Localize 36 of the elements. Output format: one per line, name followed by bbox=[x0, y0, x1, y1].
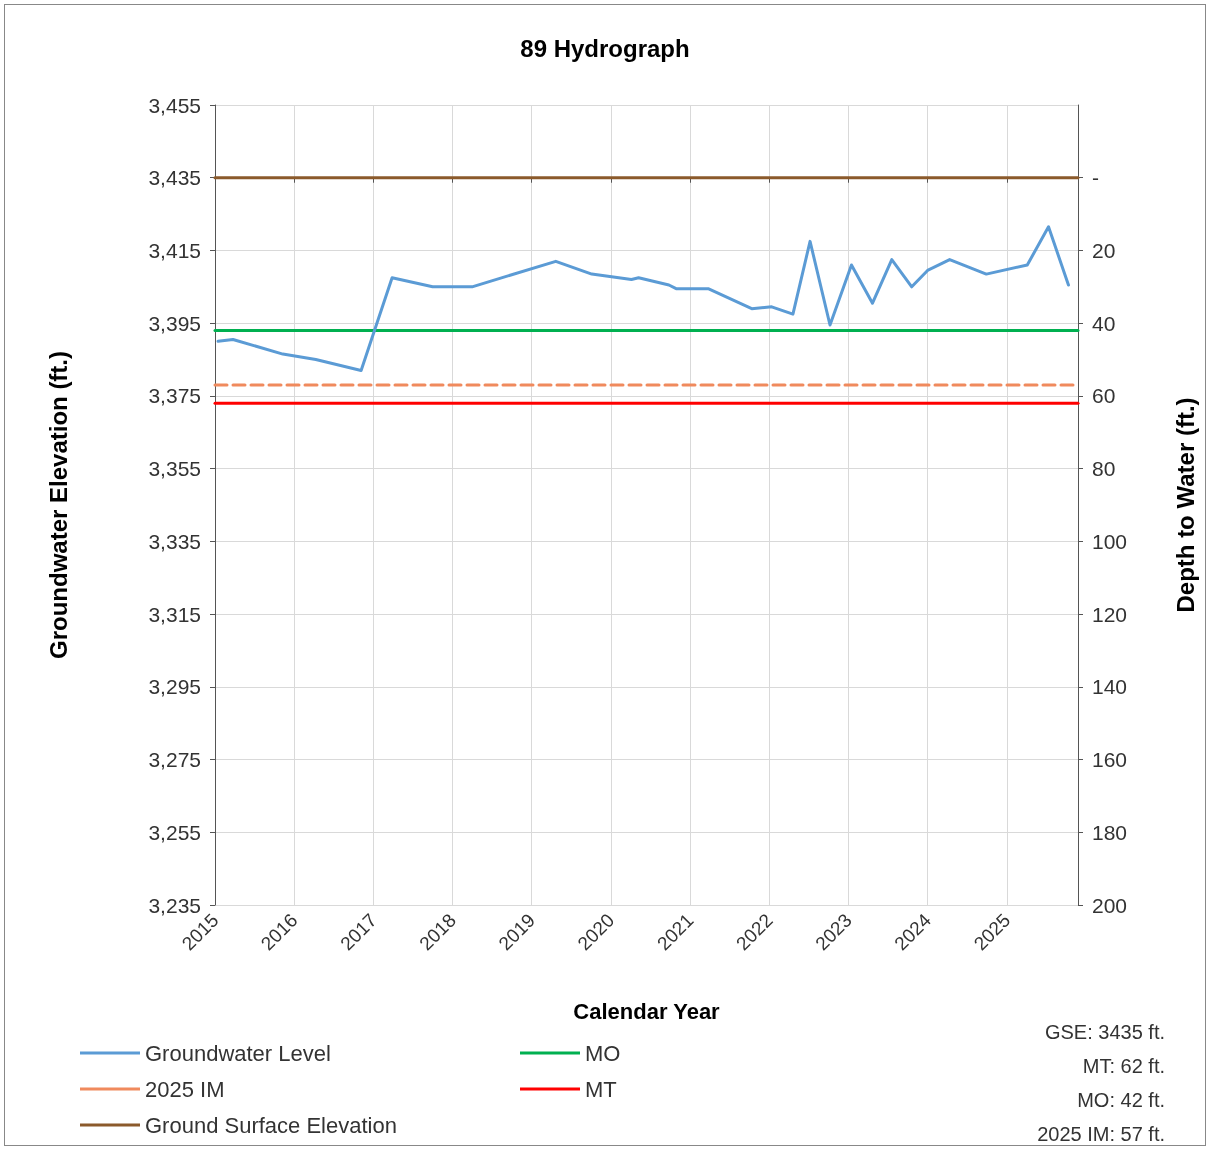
x-axis-title: Calendar Year bbox=[573, 998, 721, 1024]
y-tick-label: 3,395 bbox=[148, 311, 201, 335]
y-tick-label: 3,435 bbox=[148, 166, 201, 190]
y-tick-label: 3,355 bbox=[148, 457, 201, 481]
y2-tick-label: 60 bbox=[1092, 384, 1116, 408]
y2-tick-label: 20 bbox=[1092, 238, 1116, 262]
legend-label: 2025 IM bbox=[145, 1076, 225, 1102]
text: 2025 IM: 57 ft. bbox=[1037, 1122, 1165, 1147]
chart-title: 89 Hydrograph bbox=[520, 34, 690, 62]
y2-tick-label: 100 bbox=[1092, 529, 1128, 553]
y-tick-label: 3,335 bbox=[148, 529, 201, 553]
text: MO: 42 ft. bbox=[1076, 1088, 1165, 1113]
y2-tick-label: - bbox=[1092, 166, 1099, 190]
text: MT: 62 ft. bbox=[1081, 1054, 1165, 1079]
y-tick-label: 3,415 bbox=[148, 238, 201, 262]
y-axis-title: Groundwater Elevation (ft.) bbox=[44, 350, 72, 660]
y-tick-label: 3,295 bbox=[148, 675, 201, 699]
y2-tick-label: 160 bbox=[1092, 748, 1128, 772]
y-tick-label: 3,375 bbox=[148, 384, 201, 408]
y-tick-label: 3,255 bbox=[148, 820, 201, 844]
y2-tick-label: 180 bbox=[1092, 820, 1128, 844]
legend-label: Ground Surface Elevation bbox=[145, 1112, 397, 1138]
y-tick-label: 3,455 bbox=[148, 93, 201, 117]
y2-tick-label: 80 bbox=[1092, 457, 1116, 481]
legend-label: MT bbox=[585, 1076, 617, 1102]
y-tick-label: 3,315 bbox=[148, 602, 201, 626]
legend-label: MO bbox=[585, 1040, 621, 1066]
y2-tick-label: 140 bbox=[1092, 675, 1128, 699]
y2-tick-label: 200 bbox=[1092, 893, 1128, 917]
y2-tick-label: 120 bbox=[1092, 602, 1128, 626]
y2-axis-title: Depth to Water (ft.) bbox=[1171, 397, 1199, 613]
y-tick-label: 3,275 bbox=[148, 748, 201, 772]
line-series bbox=[216, 225, 1070, 372]
y2-tick-label: 40 bbox=[1092, 311, 1116, 335]
text: GSE: 3435 ft. bbox=[1043, 1020, 1165, 1045]
legend-label: Groundwater Level bbox=[145, 1040, 331, 1066]
